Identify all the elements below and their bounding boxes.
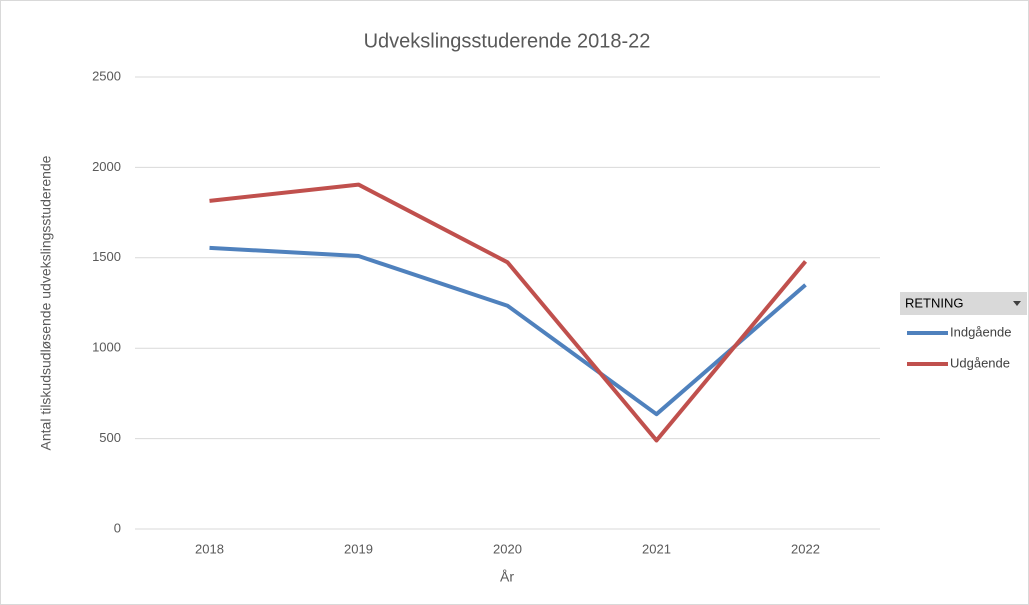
legend-label: Indgående: [950, 324, 1011, 339]
legend-label: Udgående: [950, 355, 1010, 370]
y-tick-label: 1000: [92, 340, 121, 355]
series-line: [209, 182, 808, 443]
x-tick-label: 2018: [195, 541, 224, 556]
x-tick-label: 2022: [791, 541, 820, 556]
x-tick-label: 2019: [344, 541, 373, 556]
legend-header[interactable]: [900, 292, 1027, 315]
y-tick-label: 500: [99, 430, 121, 445]
y-tick-label: 0: [114, 520, 121, 535]
y-tick-label: 2500: [92, 68, 121, 83]
x-axis-label: År: [500, 569, 514, 585]
series-line: [209, 245, 807, 417]
chart-title: Udvekslingsstuderende 2018-22: [364, 30, 651, 52]
y-tick-label: 2000: [92, 159, 121, 174]
legend-title: RETNING: [905, 295, 964, 310]
x-tick-label: 2020: [493, 541, 522, 556]
legend-dropdown-arrow[interactable]: [1013, 301, 1021, 306]
y-axis-label: Antal tilskudsudløsende udvekslingsstude…: [38, 155, 54, 450]
y-tick-label: 1500: [92, 249, 121, 264]
x-tick-label: 2021: [642, 541, 671, 556]
